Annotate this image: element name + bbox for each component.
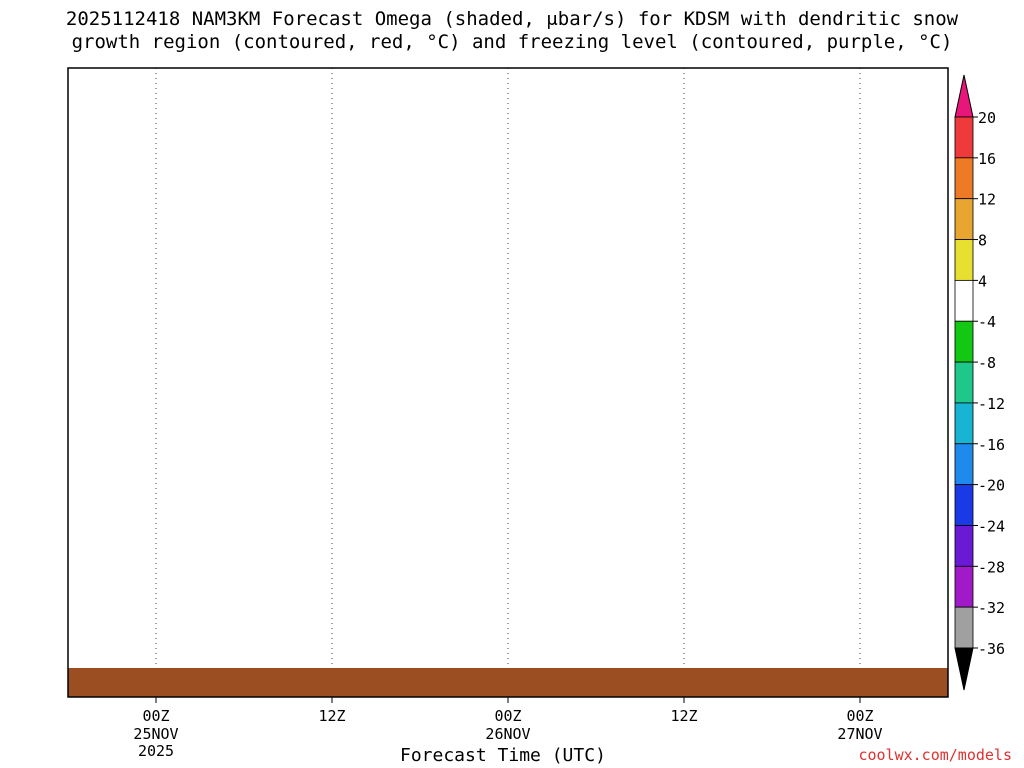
x-tick-date-0: 25NOV — [133, 725, 178, 743]
colorbar-box-12 — [954, 606, 974, 649]
x-tick-label-4: 00Z — [846, 707, 873, 725]
colorbar-label-6: -8 — [978, 354, 996, 372]
colorbar-box-1 — [954, 157, 974, 200]
colorbar-box-8 — [954, 443, 974, 486]
chart-title-line-1: 2025112418 NAM3KM Forecast Omega (shaded… — [65, 8, 959, 30]
colorbar-label-0: 20 — [978, 109, 996, 127]
colorbar-box-5 — [954, 320, 974, 363]
colorbar-box-10 — [954, 525, 974, 567]
colorbar-label-8: -16 — [978, 436, 1005, 454]
x-tick-label-2: 00Z — [494, 707, 521, 725]
x-tick-label-3: 12Z — [670, 707, 697, 725]
colorbar-label-10: -24 — [978, 517, 1005, 535]
ground-terrain — [68, 668, 948, 697]
colorbar-box-11 — [954, 565, 974, 608]
colorbar-label-9: -20 — [978, 477, 1005, 495]
colorbar-box-6 — [954, 361, 974, 404]
grid-lines — [155, 68, 861, 697]
colorbar-label-12: -32 — [978, 599, 1005, 617]
plot-frame — [67, 67, 949, 698]
colorbar-label-3: 8 — [978, 232, 987, 250]
colorbar-label-13: -36 — [978, 640, 1005, 658]
x-tick-year-0: 2025 — [138, 742, 174, 760]
colorbar-label-4: 4 — [978, 272, 987, 290]
colorbar-box-3 — [954, 239, 974, 281]
colorbar-label-1: 16 — [978, 150, 996, 168]
colorbar-box-0 — [954, 116, 974, 159]
x-tick-label-0: 00Z — [142, 707, 169, 725]
x-tick-date-4: 27NOV — [837, 725, 882, 743]
colorbar-top-triangle — [954, 74, 974, 118]
colorbar-box-2 — [954, 198, 974, 240]
colorbar-box-9 — [954, 484, 974, 526]
source-credit[interactable]: coolwx.com/models — [858, 746, 1012, 764]
colorbar-bottom-triangle — [954, 647, 974, 691]
x-tick-date-2: 26NOV — [485, 725, 530, 743]
chart-title-line-2: growth region (contoured, red, °C) and f… — [71, 31, 953, 53]
colorbar-box-7 — [954, 402, 974, 445]
colorbar-label-11: -28 — [978, 558, 1005, 576]
colorbar-label-7: -12 — [978, 395, 1005, 413]
colorbar-label-2: 12 — [978, 191, 996, 209]
colorbar-label-5: -4 — [978, 313, 996, 331]
x-tick-label-1: 12Z — [318, 707, 345, 725]
colorbar-box-4 — [954, 279, 974, 322]
x-axis-label: Forecast Time (UTC) — [400, 745, 606, 766]
colorbar: 20 16 12 8 4 -4 -8 -12 -16 -20 -24 -28 -32 -36 — [954, 74, 1005, 691]
